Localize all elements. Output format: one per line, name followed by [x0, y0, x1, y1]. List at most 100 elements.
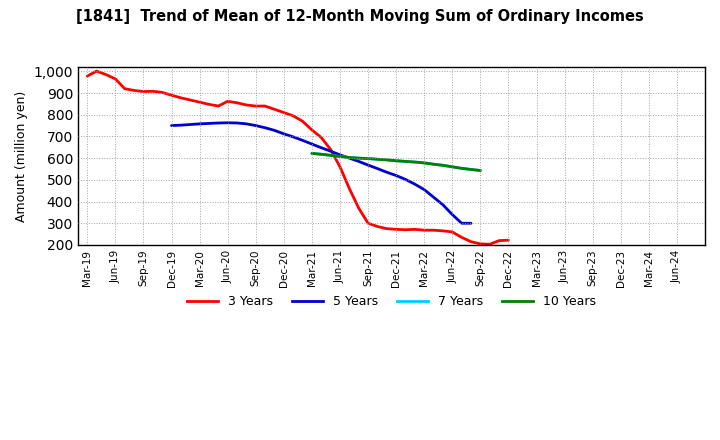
5 Years — [467, 220, 475, 226]
5 Years — [326, 149, 335, 154]
5 Years — [410, 182, 419, 187]
3 Years — [438, 228, 447, 234]
5 Years — [176, 122, 185, 128]
3 Years — [467, 239, 475, 244]
7 Years — [382, 157, 391, 162]
3 Years — [495, 238, 503, 243]
3 Years — [392, 227, 400, 232]
7 Years — [392, 158, 400, 163]
5 Years — [261, 125, 269, 130]
5 Years — [438, 202, 447, 207]
3 Years — [476, 241, 485, 246]
5 Years — [354, 159, 363, 164]
3 Years — [485, 242, 494, 247]
3 Years — [204, 102, 213, 107]
3 Years — [83, 73, 91, 79]
3 Years — [176, 95, 185, 100]
3 Years — [279, 110, 288, 115]
3 Years — [120, 86, 129, 92]
7 Years — [326, 153, 335, 158]
3 Years — [457, 235, 466, 240]
7 Years — [317, 152, 325, 157]
3 Years — [111, 76, 120, 81]
3 Years — [429, 227, 438, 233]
5 Years — [382, 169, 391, 175]
7 Years — [354, 155, 363, 161]
5 Years — [345, 155, 354, 161]
5 Years — [251, 123, 260, 128]
3 Years — [261, 103, 269, 109]
3 Years — [167, 92, 176, 98]
5 Years — [457, 220, 466, 226]
5 Years — [336, 152, 344, 158]
3 Years — [251, 103, 260, 109]
7 Years — [457, 166, 466, 171]
7 Years — [429, 161, 438, 167]
7 Years — [420, 160, 428, 165]
3 Years — [102, 72, 110, 77]
5 Years — [214, 121, 222, 126]
3 Years — [326, 147, 335, 152]
3 Years — [448, 229, 456, 235]
Line: 10 Years: 10 Years — [312, 154, 480, 171]
5 Years — [289, 134, 297, 139]
Line: 3 Years: 3 Years — [87, 71, 508, 244]
10 Years — [401, 159, 410, 164]
5 Years — [448, 212, 456, 217]
10 Years — [317, 152, 325, 157]
3 Years — [401, 227, 410, 232]
3 Years — [317, 135, 325, 140]
10 Years — [382, 157, 391, 162]
5 Years — [242, 121, 251, 126]
10 Years — [448, 164, 456, 169]
7 Years — [345, 155, 354, 160]
3 Years — [214, 103, 222, 109]
3 Years — [410, 227, 419, 232]
3 Years — [382, 226, 391, 231]
7 Years — [410, 159, 419, 165]
10 Years — [354, 155, 363, 161]
5 Years — [270, 128, 279, 133]
5 Years — [307, 141, 316, 147]
3 Years — [242, 103, 251, 108]
10 Years — [364, 156, 372, 161]
7 Years — [438, 163, 447, 168]
10 Years — [429, 161, 438, 167]
7 Years — [467, 167, 475, 172]
5 Years — [298, 138, 307, 143]
3 Years — [364, 220, 372, 226]
Text: [1841]  Trend of Mean of 12-Month Moving Sum of Ordinary Incomes: [1841] Trend of Mean of 12-Month Moving … — [76, 9, 644, 24]
5 Years — [429, 194, 438, 200]
10 Years — [410, 159, 419, 165]
3 Years — [92, 69, 101, 74]
3 Years — [223, 99, 232, 104]
7 Years — [336, 154, 344, 159]
5 Years — [317, 145, 325, 150]
5 Years — [392, 173, 400, 178]
3 Years — [336, 164, 344, 169]
7 Years — [401, 159, 410, 164]
3 Years — [373, 224, 382, 229]
3 Years — [186, 97, 194, 103]
10 Years — [476, 168, 485, 173]
5 Years — [364, 162, 372, 168]
3 Years — [504, 238, 513, 243]
5 Years — [186, 122, 194, 127]
10 Years — [373, 157, 382, 162]
3 Years — [233, 100, 241, 106]
Legend: 3 Years, 5 Years, 7 Years, 10 Years: 3 Years, 5 Years, 7 Years, 10 Years — [181, 290, 601, 313]
10 Years — [345, 155, 354, 160]
10 Years — [438, 163, 447, 168]
3 Years — [139, 89, 148, 94]
7 Years — [307, 151, 316, 156]
3 Years — [420, 227, 428, 233]
3 Years — [354, 205, 363, 211]
3 Years — [307, 127, 316, 132]
3 Years — [289, 113, 297, 118]
10 Years — [467, 167, 475, 172]
Y-axis label: Amount (million yen): Amount (million yen) — [15, 90, 28, 222]
5 Years — [167, 123, 176, 128]
7 Years — [373, 157, 382, 162]
3 Years — [298, 119, 307, 124]
5 Years — [223, 120, 232, 125]
